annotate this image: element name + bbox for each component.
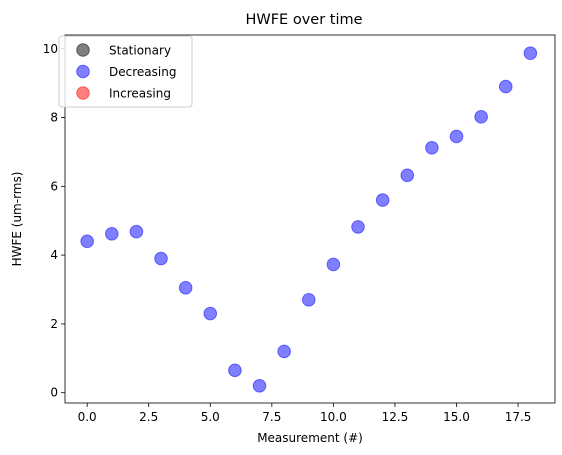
data-point-decreasing xyxy=(203,306,218,321)
data-point-decreasing xyxy=(252,379,267,393)
legend-label-decreasing: Decreasing xyxy=(109,65,176,79)
data-point-decreasing xyxy=(523,46,538,61)
x-tick-label: 15.0 xyxy=(443,410,470,424)
x-tick-label: 5.0 xyxy=(201,410,220,424)
legend-label-stationary: Stationary xyxy=(109,44,171,58)
data-point-decreasing xyxy=(178,280,193,295)
legend: Stationary Decreasing Increasing xyxy=(58,35,193,108)
y-tick-label: 8 xyxy=(50,111,58,125)
y-tick-label: 6 xyxy=(50,179,58,193)
legend-marker-decreasing xyxy=(76,64,90,79)
y-tick-label: 2 xyxy=(50,317,58,331)
x-tick-label: 12.5 xyxy=(382,410,409,424)
data-point-decreasing xyxy=(474,110,488,124)
data-point-decreasing xyxy=(129,224,144,239)
x-tick-label: 10.0 xyxy=(320,410,347,424)
data-points xyxy=(80,46,538,393)
x-axis-label: Measurement (#) xyxy=(257,431,363,445)
data-point-decreasing xyxy=(351,220,365,234)
data-point-decreasing xyxy=(277,344,291,359)
data-point-decreasing xyxy=(400,168,415,183)
x-axis-ticks: 0.0 2.5 5.0 7.5 10.0 12.5 15.0 17.5 xyxy=(78,403,532,424)
data-point-decreasing xyxy=(449,129,464,144)
data-point-decreasing xyxy=(80,234,94,249)
x-tick-label: 17.5 xyxy=(505,410,532,424)
y-tick-label: 0 xyxy=(50,386,58,400)
legend-marker-increasing xyxy=(76,86,90,100)
data-point-decreasing xyxy=(326,257,341,272)
y-axis-label: HWFE (um-rms) xyxy=(10,172,24,267)
data-point-decreasing xyxy=(375,193,390,207)
data-point-decreasing xyxy=(154,251,168,266)
data-point-decreasing xyxy=(425,141,439,155)
data-point-decreasing xyxy=(498,79,513,94)
data-point-decreasing xyxy=(301,293,316,307)
data-point-decreasing xyxy=(228,363,242,378)
x-tick-label: 7.5 xyxy=(262,410,281,424)
legend-label-increasing: Increasing xyxy=(109,87,171,101)
y-tick-label: 4 xyxy=(50,248,58,262)
data-point-decreasing xyxy=(104,226,119,241)
chart-title: HWFE over time xyxy=(245,12,362,28)
x-tick-label: 2.5 xyxy=(139,410,158,424)
x-tick-label: 0.0 xyxy=(78,410,97,424)
legend-box xyxy=(58,35,193,108)
legend-marker-stationary xyxy=(76,43,90,57)
y-tick-label: 10 xyxy=(43,42,58,56)
y-axis-ticks: 0 2 4 6 8 10 xyxy=(43,42,65,400)
